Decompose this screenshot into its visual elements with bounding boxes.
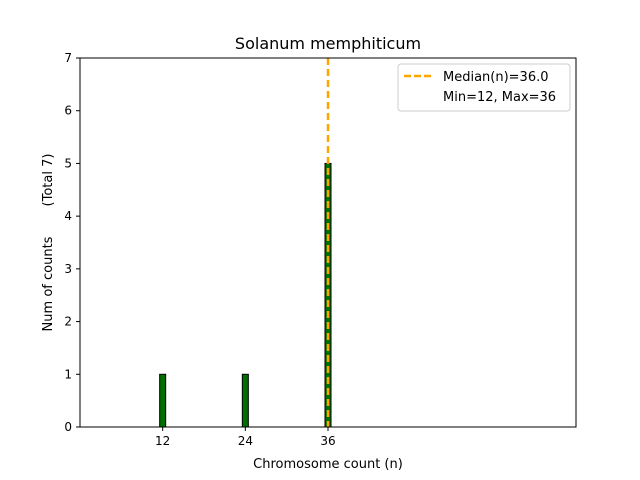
chart-title: Solanum memphiticum	[235, 34, 421, 53]
legend-entry-median: Median(n)=36.0	[443, 70, 549, 85]
bar-24	[241, 373, 249, 428]
y-tick-label: 7	[64, 51, 72, 65]
y-tick-label: 6	[64, 104, 72, 118]
bars-group	[114, 162, 352, 428]
y-axis-total-note: (Total 7)	[41, 154, 56, 207]
y-tick-label: 5	[64, 156, 72, 170]
x-axis-title: Chromosome count (n)	[253, 457, 403, 472]
y-axis: 0 1 2 3 4 5 6 7	[64, 51, 80, 434]
legend-entry-minmax: Min=12, Max=36	[443, 90, 556, 105]
x-axis: 12 24 36	[155, 427, 336, 448]
y-tick-label: 3	[64, 262, 72, 276]
legend-box	[397, 63, 571, 112]
y-tick-label: 2	[64, 315, 72, 329]
y-tick-label: 0	[64, 420, 72, 434]
x-tick-label: 24	[238, 434, 253, 448]
y-tick-label: 1	[64, 367, 72, 381]
x-tick-label: 36	[320, 434, 335, 448]
bar-12	[159, 373, 167, 428]
legend: Median(n)=36.0 Min=12, Max=36	[397, 63, 571, 112]
y-tick-label: 4	[64, 209, 72, 223]
y-axis-title: Num of counts	[41, 236, 56, 331]
x-tick-label: 12	[155, 434, 170, 448]
